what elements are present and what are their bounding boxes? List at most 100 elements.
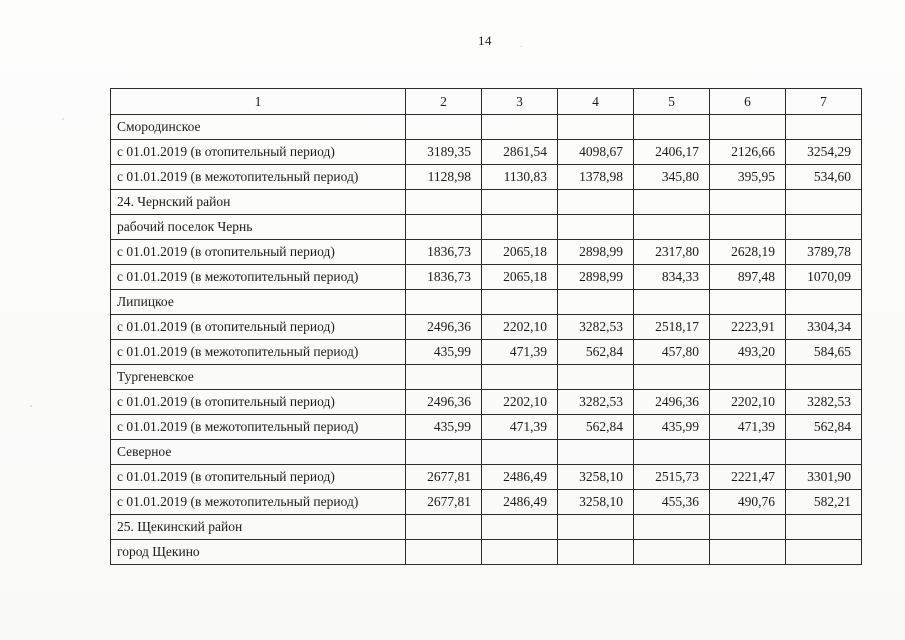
value-cell <box>785 114 862 140</box>
row-label-cell: с 01.01.2019 (в межотопительный период) <box>110 489 406 515</box>
value-cell <box>709 439 786 465</box>
row-label-cell: Северное <box>110 439 406 465</box>
value-cell <box>709 114 786 140</box>
column-header: 2 <box>405 88 482 115</box>
value-cell <box>785 439 862 465</box>
value-cell: 2221,47 <box>709 464 786 490</box>
value-cell: 1070,09 <box>785 264 862 290</box>
value-cell: 2496,36 <box>633 389 710 415</box>
value-cell: 3258,10 <box>557 464 634 490</box>
value-cell: 2518,17 <box>633 314 710 340</box>
table-row: с 01.01.2019 (в межотопительный период) 4… <box>110 414 862 440</box>
value-cell: 3189,35 <box>405 139 482 165</box>
value-cell <box>709 289 786 315</box>
value-cell <box>481 364 558 390</box>
value-cell: 2898,99 <box>557 239 634 265</box>
value-cell <box>481 439 558 465</box>
table-row: 24. Чернский район <box>110 189 862 215</box>
value-cell: 1130,83 <box>481 164 558 190</box>
value-cell: 1378,98 <box>557 164 634 190</box>
value-cell: 2496,36 <box>405 314 482 340</box>
value-cell: 2515,73 <box>633 464 710 490</box>
table-row: город Щекино <box>110 539 862 565</box>
value-cell: 562,84 <box>557 339 634 365</box>
value-cell <box>709 539 786 565</box>
value-cell <box>633 114 710 140</box>
row-label-cell: город Щекино <box>110 539 406 565</box>
value-cell: 2406,17 <box>633 139 710 165</box>
row-label-cell: Тургеневское <box>110 364 406 390</box>
value-cell: 471,39 <box>709 414 786 440</box>
table-row: 25. Щекинский район <box>110 514 862 540</box>
value-cell: 834,33 <box>633 264 710 290</box>
row-label-cell: с 01.01.2019 (в межотопительный период) <box>110 339 406 365</box>
value-cell: 3282,53 <box>557 314 634 340</box>
value-cell <box>481 214 558 240</box>
value-cell: 435,99 <box>405 339 482 365</box>
value-cell <box>785 539 862 565</box>
value-cell: 3789,78 <box>785 239 862 265</box>
table-row: Смородинское <box>110 114 862 140</box>
row-label-cell: с 01.01.2019 (в межотопительный период) <box>110 264 406 290</box>
value-cell <box>405 514 482 540</box>
value-cell: 582,21 <box>785 489 862 515</box>
value-cell: 2486,49 <box>481 489 558 515</box>
value-cell <box>709 189 786 215</box>
value-cell: 455,36 <box>633 489 710 515</box>
value-cell: 2202,10 <box>481 314 558 340</box>
value-cell <box>557 214 634 240</box>
value-cell <box>557 289 634 315</box>
value-cell <box>405 289 482 315</box>
value-cell <box>785 189 862 215</box>
table-row: с 01.01.2019 (в отопительный период) 2496… <box>110 314 862 340</box>
row-label-cell: 24. Чернский район <box>110 189 406 215</box>
table-row: Липицкое <box>110 289 862 315</box>
value-cell: 897,48 <box>709 264 786 290</box>
value-cell <box>405 114 482 140</box>
page-number: 14 <box>478 33 492 48</box>
table-row: с 01.01.2019 (в отопительный период) 3189… <box>110 139 862 165</box>
value-cell <box>481 189 558 215</box>
value-cell <box>481 114 558 140</box>
value-cell: 2486,49 <box>481 464 558 490</box>
scan-speck <box>62 118 64 120</box>
value-cell: 2861,54 <box>481 139 558 165</box>
value-cell <box>633 289 710 315</box>
value-cell <box>633 514 710 540</box>
column-header: 3 <box>481 88 558 115</box>
value-cell: 3282,53 <box>785 389 862 415</box>
value-cell <box>633 214 710 240</box>
table-row: Северное <box>110 439 862 465</box>
value-cell <box>405 189 482 215</box>
value-cell <box>633 189 710 215</box>
table-row: с 01.01.2019 (в отопительный период) 2496… <box>110 389 862 415</box>
column-header: 4 <box>557 88 634 115</box>
value-cell: 345,80 <box>633 164 710 190</box>
value-cell <box>481 514 558 540</box>
column-header: 1 <box>110 88 406 115</box>
value-cell: 562,84 <box>557 414 634 440</box>
row-label-cell: с 01.01.2019 (в отопительный период) <box>110 464 406 490</box>
value-cell <box>405 214 482 240</box>
value-cell: 2202,10 <box>481 389 558 415</box>
scan-speck <box>30 405 32 407</box>
value-cell: 562,84 <box>785 414 862 440</box>
value-cell <box>633 439 710 465</box>
value-cell <box>405 439 482 465</box>
value-cell: 2202,10 <box>709 389 786 415</box>
table-row: с 01.01.2019 (в межотопительный период) 4… <box>110 339 862 365</box>
value-cell: 4098,67 <box>557 139 634 165</box>
table-row: с 01.01.2019 (в межотопительный период) 2… <box>110 489 862 515</box>
row-label-cell: с 01.01.2019 (в межотопительный период) <box>110 414 406 440</box>
value-cell <box>557 439 634 465</box>
value-cell <box>557 189 634 215</box>
row-label-cell: с 01.01.2019 (в отопительный период) <box>110 314 406 340</box>
value-cell: 3301,90 <box>785 464 862 490</box>
value-cell: 2677,81 <box>405 489 482 515</box>
value-cell: 1836,73 <box>405 264 482 290</box>
value-cell <box>633 539 710 565</box>
